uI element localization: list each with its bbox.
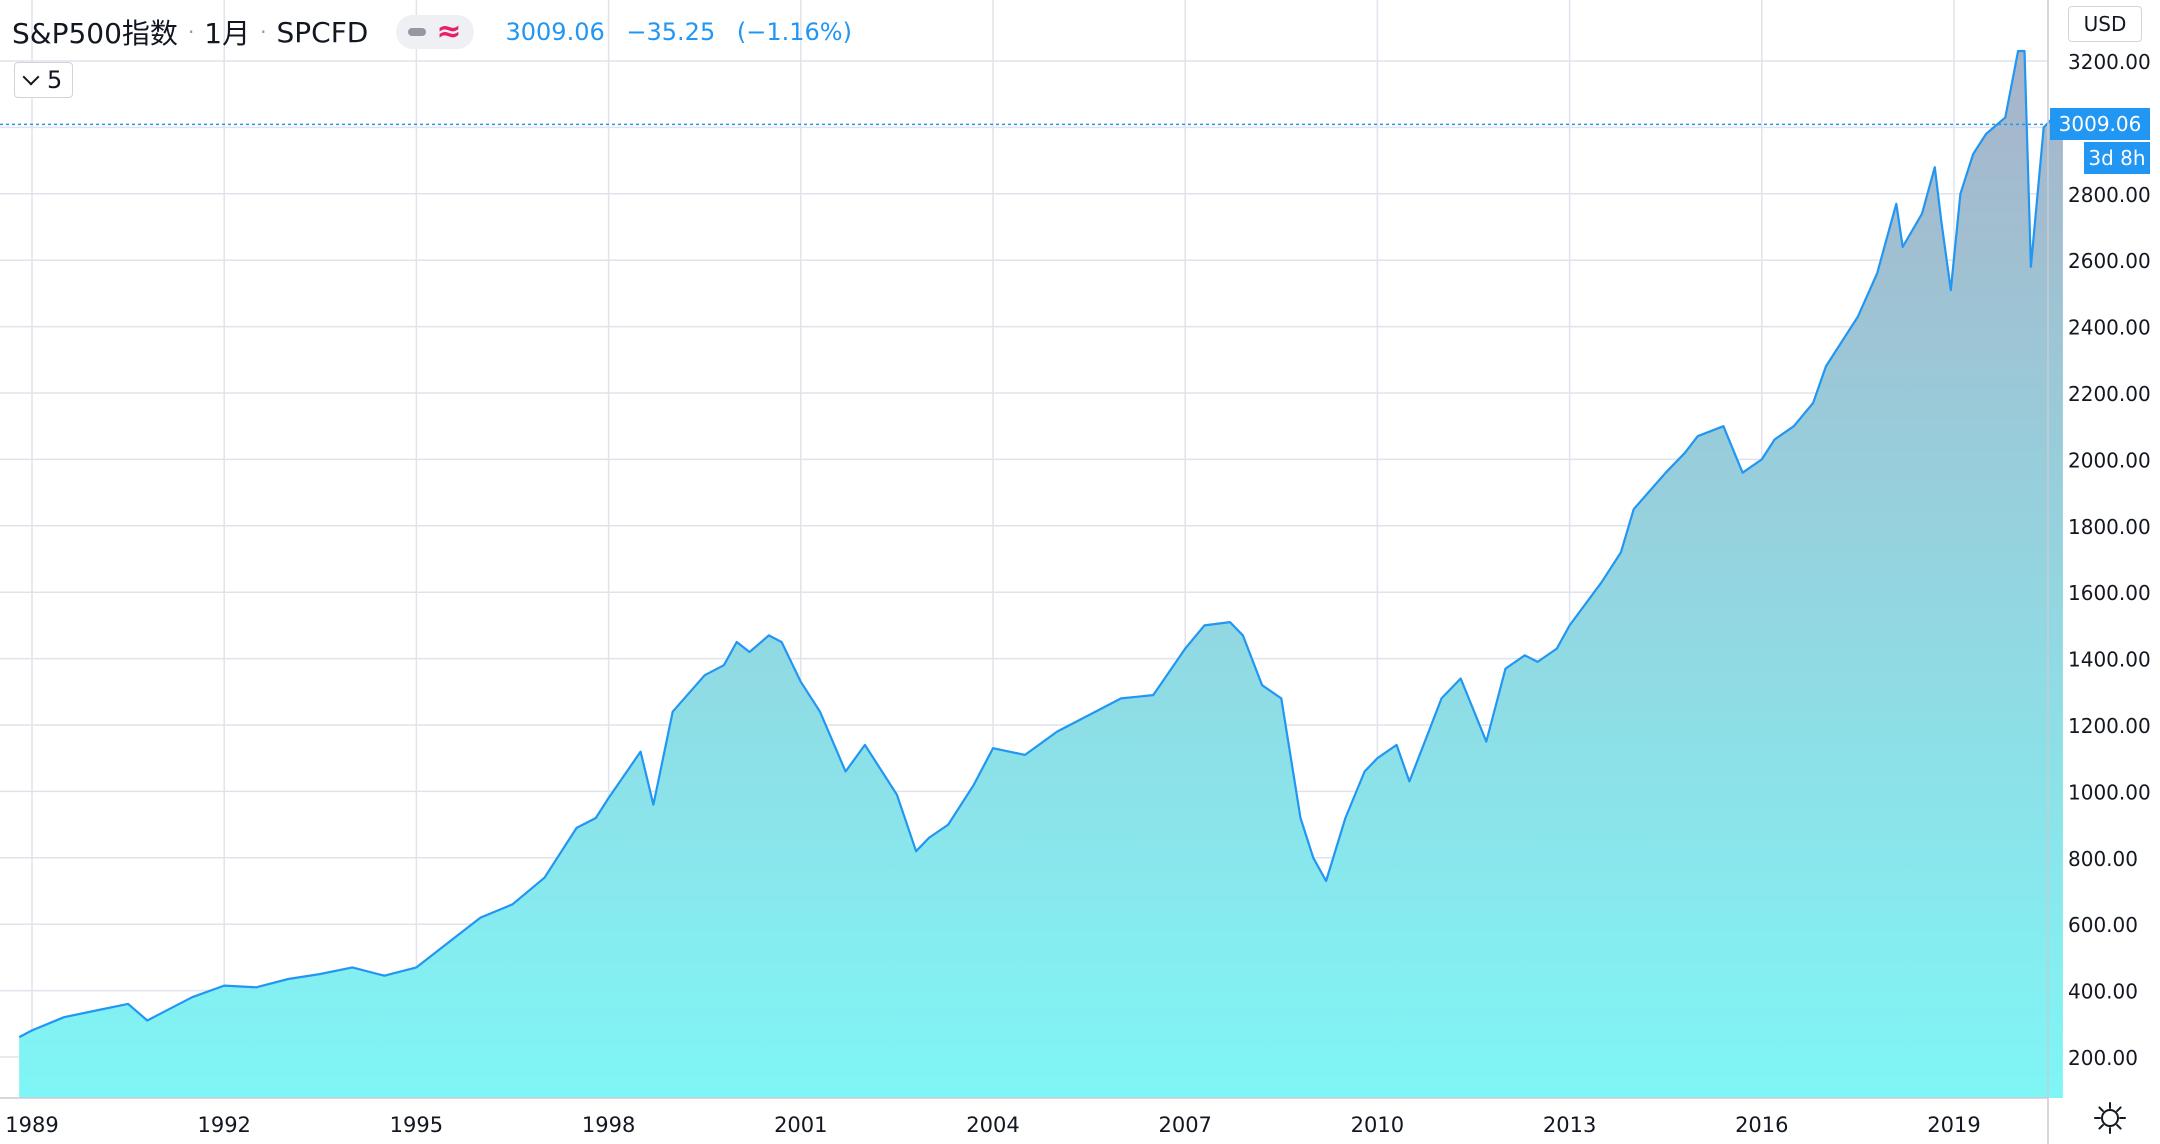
x-tick-label: 2001 [774,1113,827,1137]
y-tick-label: 1000.00 [2068,780,2151,804]
y-tick-label: 400.00 [2068,980,2138,1004]
x-tick-label: 2010 [1351,1113,1404,1137]
x-tick-label: 2007 [1158,1113,1211,1137]
change-percent: (−1.16%) [736,18,852,46]
interval-label[interactable]: 1月 [204,17,251,50]
y-tick-label: 1600.00 [2068,581,2151,605]
status-pill[interactable]: ≈ [396,14,474,49]
y-tick-label: 2600.00 [2068,249,2151,273]
indicators-collapse-button[interactable]: 5 [14,62,74,98]
price-axis-labels: 200.00 400.00 600.00 800.00 1000.00 1200.00 14… [2068,50,2151,1070]
y-tick-label: 2000.00 [2068,448,2151,472]
gear-icon[interactable] [2092,1100,2128,1136]
x-tick-label: 2016 [1735,1113,1788,1137]
x-tick-label: 2013 [1543,1113,1596,1137]
x-tick-label: 2004 [966,1113,1019,1137]
last-price-value: 3009.06 [505,18,605,46]
x-tick-label: 1992 [197,1113,250,1137]
countdown-tag: 3d 8h [2084,142,2150,175]
wave-icon: ≈ [436,14,462,49]
y-tick-label: 1400.00 [2068,648,2151,672]
currency-button[interactable]: USD [2068,6,2142,42]
change-value: −35.25 [626,18,716,46]
indicator-count: 5 [47,66,63,94]
price-area-fill [19,51,2063,1098]
legend-header: S&P500指数 · 1月 · SPCFD ≈ 3009.06 −35.25 (… [12,10,866,54]
source-label[interactable]: SPCFD [276,15,369,49]
x-tick-label: 1995 [390,1113,443,1137]
separator-dot: · [187,20,195,44]
minus-icon [408,28,427,36]
y-tick-label: 2800.00 [2068,183,2151,207]
y-tick-label: 1800.00 [2068,515,2151,539]
time-axis-labels: 1989 1992 1995 1998 2001 2004 2007 2010 2013 2016… [5,1113,1980,1137]
y-tick-label: 800.00 [2068,847,2138,871]
x-tick-label: 2019 [1927,1113,1980,1137]
x-tick-label: 1989 [5,1113,58,1137]
chevron-down-icon [22,68,40,86]
y-tick-label: 200.00 [2068,1046,2138,1070]
quote-values: 3009.06 −35.25 (−1.16%) [506,18,866,46]
last-price-tag: 3009.06 [2050,108,2150,141]
separator-dot: · [260,20,267,44]
y-tick-label: 2400.00 [2068,316,2151,340]
y-tick-label: 600.00 [2068,913,2138,937]
price-line [18,49,2064,1039]
y-tick-label: 1200.00 [2068,714,2151,738]
y-tick-label: 2200.00 [2068,382,2151,406]
symbol-title[interactable]: S&P500指数 [12,17,178,50]
x-tick-label: 1998 [582,1113,635,1137]
y-tick-label: 3200.00 [2068,50,2151,74]
